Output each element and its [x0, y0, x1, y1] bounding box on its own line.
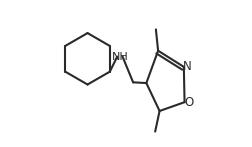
Text: N: N [182, 60, 191, 73]
Text: O: O [183, 96, 193, 109]
Text: NH: NH [111, 52, 128, 62]
